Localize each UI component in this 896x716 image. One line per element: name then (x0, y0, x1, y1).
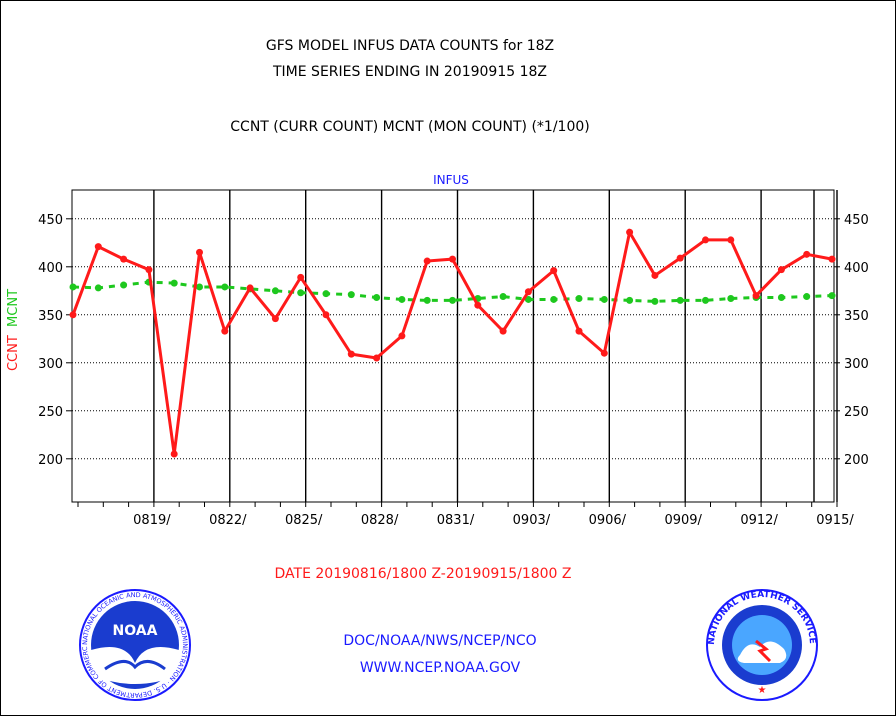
chart-title-line1: GFS MODEL INFUS DATA COUNTS for 18Z (265, 38, 555, 54)
y-tick-label-right: 400 (844, 261, 869, 276)
data-point-mcnt (322, 290, 330, 298)
data-point-mcnt (626, 296, 634, 304)
series-ccnt (69, 228, 836, 458)
url-line: WWW.NCEP.NOAA.GOV (359, 660, 521, 676)
data-point-ccnt (550, 267, 558, 275)
data-point-ccnt (600, 349, 608, 357)
data-point-mcnt (196, 283, 203, 291)
y-tick-label-right: 200 (844, 453, 869, 468)
y-tick-label-right: 350 (844, 309, 869, 324)
data-point-mcnt (398, 295, 406, 303)
y-ticks-right: 200 250 300 350 400 450 (834, 213, 869, 468)
x-tick-label: 0903/ (513, 513, 551, 528)
data-point-ccnt (575, 327, 583, 335)
y-tick-label-left: 350 (38, 309, 63, 324)
data-point-mcnt (120, 281, 128, 289)
data-point-ccnt (702, 236, 709, 244)
y-tick-label-left: 450 (38, 213, 63, 228)
data-point-mcnt (600, 295, 608, 303)
data-point-mcnt (575, 294, 583, 302)
y-tick-label-left: 400 (38, 261, 63, 276)
data-point-ccnt (727, 236, 735, 244)
data-point-mcnt (499, 293, 507, 301)
x-tick-label: 0825/ (285, 513, 323, 528)
series-line-ccnt (71, 228, 833, 455)
x-tick-label: 0912/ (740, 513, 778, 528)
y-tick-label-left: 200 (38, 453, 63, 468)
org-line: DOC/NOAA/NWS/NCEP/NCO (343, 633, 537, 649)
series-mcnt (69, 278, 836, 305)
plot-area (71, 189, 835, 503)
x-tick-label: 0915/ (816, 513, 854, 528)
chart-title-line2: TIME SERIES ENDING IN 20190915 18Z (273, 64, 547, 80)
data-point-ccnt (828, 255, 836, 263)
y-tick-label-right: 250 (844, 405, 869, 420)
data-point-ccnt (322, 311, 330, 319)
data-point-ccnt (524, 288, 532, 296)
y-tick-label-right: 450 (844, 213, 869, 228)
y-ticks-left: 200 250 300 350 400 450 (38, 213, 72, 468)
data-point-mcnt (271, 287, 279, 295)
data-point-ccnt (373, 354, 381, 362)
panel-title: INFUS (433, 173, 469, 187)
data-point-ccnt (752, 292, 760, 300)
data-point-ccnt (423, 257, 431, 265)
data-point-mcnt (550, 295, 558, 303)
y-tick-label-left: 250 (38, 405, 63, 420)
data-point-ccnt (803, 250, 811, 258)
data-point-ccnt (246, 284, 254, 292)
y-tick-label-right: 300 (844, 357, 869, 372)
data-point-ccnt (170, 450, 178, 458)
data-point-ccnt (398, 332, 406, 340)
data-point-mcnt (803, 293, 811, 301)
data-point-ccnt (347, 350, 355, 358)
data-point-mcnt (676, 296, 684, 304)
data-point-mcnt (449, 296, 456, 304)
data-point-ccnt (626, 228, 634, 236)
x-tick-label: 0906/ (589, 513, 627, 528)
data-point-ccnt (221, 327, 229, 335)
data-point-ccnt (474, 301, 482, 309)
data-point-ccnt (676, 254, 684, 262)
data-point-ccnt (69, 311, 77, 319)
data-point-mcnt (69, 283, 77, 291)
y-grid (72, 218, 834, 460)
data-point-mcnt (347, 291, 355, 299)
data-point-mcnt (423, 296, 431, 304)
data-point-mcnt (828, 292, 836, 300)
y-tick-label-left: 300 (38, 357, 63, 372)
data-point-ccnt (499, 327, 507, 335)
date-range: DATE 20190816/1800 Z-20190915/1800 Z (274, 566, 572, 582)
x-ticks: 0819/0822/0825/0828/0831/0903/0906/0909/… (77, 502, 854, 528)
data-point-mcnt (524, 295, 532, 303)
x-grid (153, 190, 838, 502)
data-point-ccnt (120, 255, 128, 263)
data-point-mcnt (702, 296, 709, 304)
data-point-ccnt (777, 266, 785, 274)
data-point-mcnt (651, 297, 659, 305)
data-point-mcnt (777, 294, 785, 302)
x-tick-label: 0819/ (133, 513, 171, 528)
chart-subtitle: CCNT (CURR COUNT) MCNT (MON COUNT) (*1/1… (230, 119, 590, 135)
data-point-ccnt (196, 248, 203, 256)
data-point-mcnt (94, 284, 102, 292)
data-point-mcnt (727, 294, 735, 302)
data-point-ccnt (651, 271, 659, 279)
data-point-mcnt (221, 283, 229, 291)
x-tick-label: 0828/ (361, 513, 399, 528)
x-tick-label: 0831/ (437, 513, 475, 528)
data-point-mcnt (373, 294, 381, 302)
data-point-mcnt (297, 289, 305, 297)
data-point-ccnt (94, 243, 102, 251)
data-point-ccnt (271, 315, 279, 323)
data-point-ccnt (297, 273, 305, 281)
data-point-mcnt (170, 279, 178, 287)
x-tick-label: 0822/ (209, 513, 247, 528)
data-point-ccnt (145, 266, 153, 274)
data-point-ccnt (449, 255, 456, 263)
x-tick-label: 0909/ (664, 513, 702, 528)
